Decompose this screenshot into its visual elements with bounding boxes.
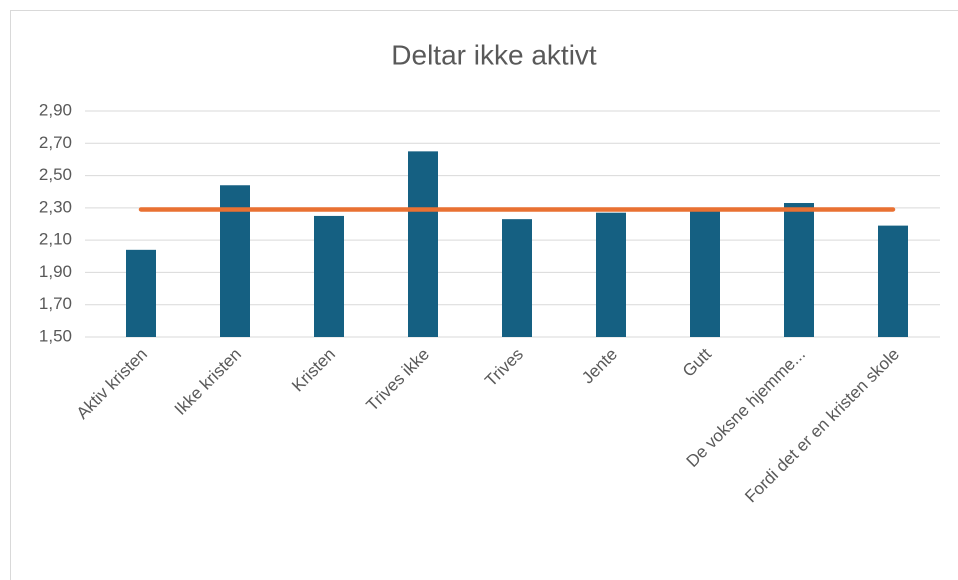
bar — [126, 249, 156, 337]
y-tick-label: 2,90 — [39, 100, 72, 119]
bar — [502, 219, 532, 337]
y-tick-label: 2,30 — [39, 197, 72, 216]
y-tick-label: 2,50 — [39, 165, 72, 184]
y-tick-label: 1,50 — [39, 326, 72, 345]
chart-title: Deltar ikke aktivt — [391, 39, 597, 70]
bar — [690, 211, 720, 337]
y-tick-label: 2,10 — [39, 230, 72, 249]
bar — [314, 215, 344, 337]
y-tick-label: 2,70 — [39, 133, 72, 152]
bar — [878, 225, 908, 337]
y-tick-label: 1,70 — [39, 294, 72, 313]
bar — [596, 212, 626, 337]
y-tick-label: 1,90 — [39, 262, 72, 281]
bar — [784, 203, 814, 337]
bar — [408, 151, 438, 337]
